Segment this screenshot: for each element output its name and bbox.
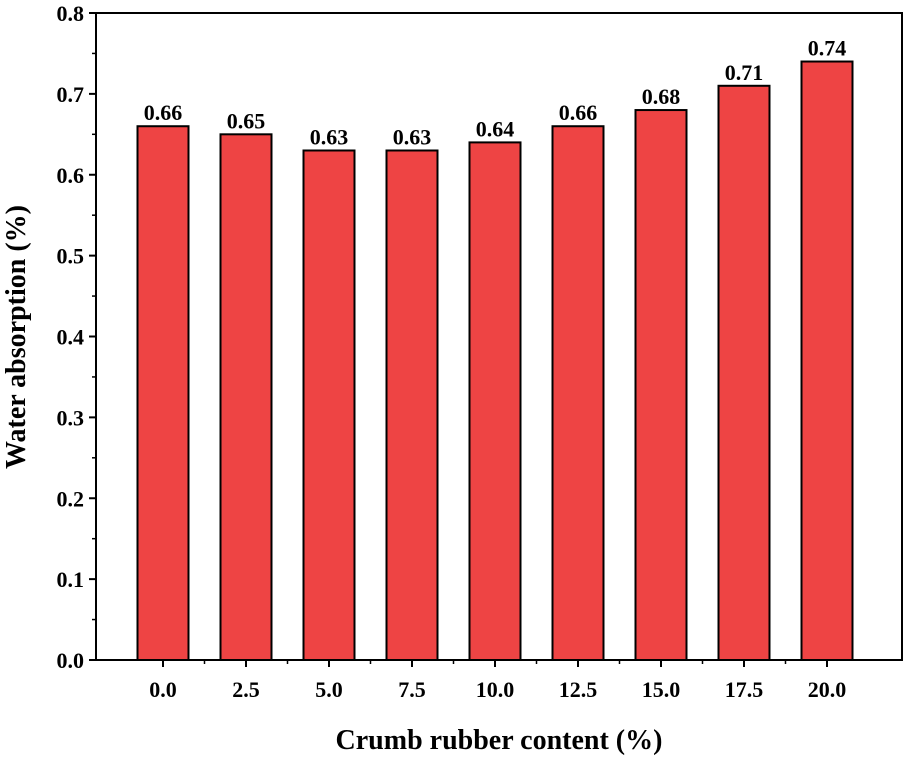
- y-tick-label: 0.3: [57, 405, 85, 430]
- x-tick-label: 17.5: [725, 677, 764, 702]
- data-label: 0.64: [476, 116, 515, 141]
- bar-2.5: [219, 133, 273, 661]
- data-labels-layer: 0.66 0.65 0.63 0.63 0.64 0.66 0.68 0.71 0.74: [144, 36, 847, 150]
- x-tick-label: 5.0: [315, 677, 343, 702]
- x-tick-label: 10.0: [476, 677, 515, 702]
- bar-15.0: [634, 109, 688, 662]
- bar-0.0: [136, 125, 190, 662]
- y-tick-label: 0.6: [57, 163, 85, 188]
- bar-7.5: [385, 149, 439, 662]
- data-label: 0.63: [310, 124, 349, 149]
- bar-5.0: [302, 149, 356, 662]
- bars-layer: [136, 60, 854, 662]
- x-axis-title: Crumb rubber content (%): [336, 725, 663, 756]
- y-tick-label: 0.2: [57, 486, 85, 511]
- x-tick-label: 7.5: [398, 677, 426, 702]
- data-label: 0.66: [144, 100, 183, 125]
- data-label: 0.63: [393, 124, 432, 149]
- y-tick-label: 0.7: [57, 82, 85, 107]
- plot-frame: [95, 12, 903, 661]
- data-label: 0.74: [808, 36, 847, 61]
- y-tick-label: 0.5: [57, 244, 85, 269]
- data-label: 0.68: [642, 84, 681, 109]
- y-axis-title: Water absorption (%): [1, 205, 32, 469]
- bar-20.0: [800, 60, 854, 661]
- x-tick-label: 0.0: [149, 677, 177, 702]
- bar-17.5: [717, 84, 771, 662]
- y-tick-label: 0.8: [57, 1, 85, 26]
- x-tick-label: 15.0: [642, 677, 681, 702]
- axis-ticks-layer: 0.0 2.5 5.0 7.5 10.0 12.5 15.0 17.5 20.0 0.0 0.1 0.…: [57, 1, 847, 702]
- data-label: 0.71: [725, 60, 764, 85]
- x-tick-label: 20.0: [808, 677, 847, 702]
- bar-10.0: [468, 141, 522, 661]
- x-tick-label: 2.5: [232, 677, 260, 702]
- y-tick-label: 0.4: [57, 325, 85, 350]
- data-label: 0.65: [227, 108, 266, 133]
- bar-12.5: [551, 125, 605, 662]
- data-label: 0.66: [559, 100, 598, 125]
- x-tick-label: 12.5: [559, 677, 598, 702]
- y-tick-label: 0.1: [57, 567, 85, 592]
- y-tick-label: 0.0: [57, 648, 85, 673]
